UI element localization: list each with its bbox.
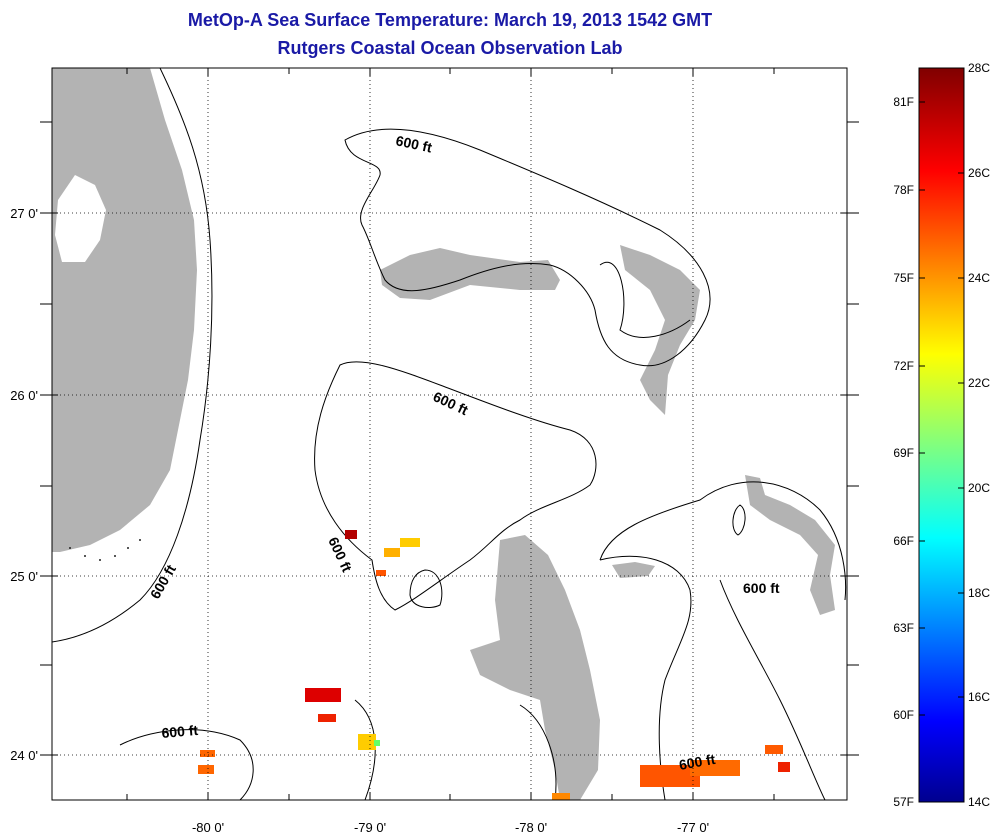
lat-tick-label: 26 0' — [10, 388, 38, 403]
map-content: 600 ft 600 ft 600 ft 600 ft 600 ft 600 f… — [52, 68, 847, 800]
lon-tick-label: -80 0' — [192, 820, 224, 835]
celsius-label: 16C — [968, 690, 990, 704]
lon-tick-label: -78 0' — [515, 820, 547, 835]
celsius-label: 20C — [968, 481, 990, 495]
contour-label-group: 600 ft 600 ft 600 ft 600 ft 600 ft 600 f… — [147, 132, 780, 773]
lat-tick-label: 27 0' — [10, 206, 38, 221]
fahrenheit-label: 60F — [893, 708, 914, 722]
celsius-label: 18C — [968, 586, 990, 600]
celsius-label: 26C — [968, 166, 990, 180]
celsius-label: 24C — [968, 271, 990, 285]
grand-bahama-land — [380, 248, 560, 300]
lat-tick-label: 24 0' — [10, 748, 38, 763]
fahrenheit-label: 57F — [893, 795, 914, 809]
celsius-label: 28C — [968, 61, 990, 75]
longitude-labels: -80 0' -79 0' -78 0' -77 0' — [192, 820, 709, 835]
colorbar-celsius-labels: 28C 26C 24C 22C 20C 18C 16C 14C — [968, 61, 990, 809]
celsius-label: 14C — [968, 795, 990, 809]
temperature-colorbar — [919, 68, 964, 802]
fahrenheit-label: 78F — [893, 183, 914, 197]
sst-map-figure: 600 ft 600 ft 600 ft 600 ft 600 ft 600 f… — [0, 0, 1000, 840]
abaco-land — [620, 245, 700, 415]
lon-tick-label: -77 0' — [677, 820, 709, 835]
contour-label: 600 ft — [325, 535, 355, 575]
fahrenheit-label: 72F — [893, 359, 914, 373]
fahrenheit-label: 63F — [893, 621, 914, 635]
celsius-label: 22C — [968, 376, 990, 390]
contour-label: 600 ft — [394, 132, 433, 155]
fahrenheit-label: 66F — [893, 534, 914, 548]
fahrenheit-label: 81F — [893, 95, 914, 109]
contour-label: 600 ft — [431, 388, 471, 418]
andros-land — [470, 535, 600, 800]
fahrenheit-label: 69F — [893, 446, 914, 460]
florida-land — [52, 68, 197, 552]
lat-tick-label: 25 0' — [10, 569, 38, 584]
latitude-labels: 27 0' 26 0' 25 0' 24 0' — [10, 206, 38, 763]
contour-label: 600 ft — [743, 580, 780, 596]
contour-label: 600 ft — [161, 722, 199, 741]
lon-tick-label: -79 0' — [354, 820, 386, 835]
fahrenheit-label: 75F — [893, 271, 914, 285]
contour-label: 600 ft — [147, 562, 179, 602]
colorbar-fahrenheit-labels: 81F 78F 75F 72F 69F 66F 63F 60F 57F — [893, 95, 914, 809]
